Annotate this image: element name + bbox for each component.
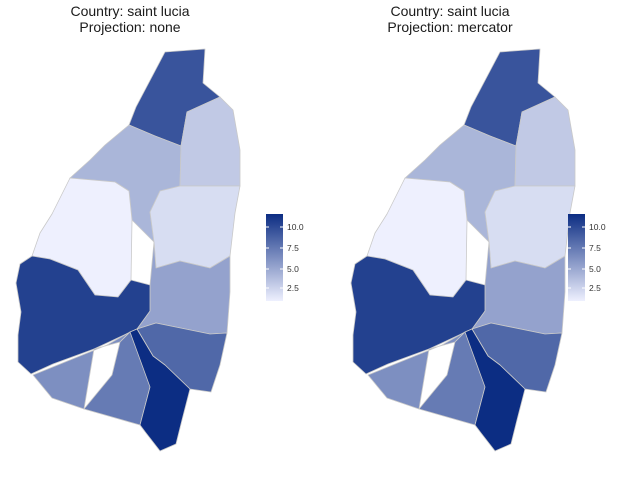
region-group (15, 48, 241, 452)
legend-tick-label: 10.0 (589, 222, 606, 232)
legend-colorbar (568, 214, 585, 301)
map-region (179, 96, 241, 187)
map-region (350, 255, 486, 375)
color-legend: 10.0 7.5 5.0 2.5 (568, 214, 628, 304)
map-saint-lucia (350, 48, 576, 452)
title-projection: Projection: mercator (387, 19, 513, 35)
legend-tick-label: 5.0 (287, 264, 299, 274)
legend-tick-label: 7.5 (589, 243, 601, 253)
legend-colorbar (266, 214, 283, 301)
map-region (15, 255, 151, 375)
map-region (149, 185, 241, 269)
title-country: Country: saint lucia (70, 3, 190, 19)
map-saint-lucia (15, 48, 241, 452)
legend-tick-label: 2.5 (589, 283, 601, 293)
title-projection: Projection: none (79, 19, 181, 35)
region-group (350, 48, 576, 452)
legend-tick-label: 7.5 (287, 243, 299, 253)
legend-tick-label: 2.5 (287, 283, 299, 293)
map-panel-none: Country: saint lucia Projection: none 10… (0, 3, 304, 452)
color-legend: 10.0 7.5 5.0 2.5 (266, 214, 326, 304)
map-region (129, 328, 191, 452)
title-country: Country: saint lucia (390, 3, 510, 19)
legend-tick-label: 5.0 (589, 264, 601, 274)
panel-title: Country: saint lucia Projection: mercato… (320, 3, 580, 35)
legend-tick-label: 10.0 (287, 222, 304, 232)
map-region (484, 185, 576, 269)
map-region (464, 328, 526, 452)
map-panel-mercator: Country: saint lucia Projection: mercato… (320, 0, 640, 480)
map-region (514, 96, 576, 187)
panel-title: Country: saint lucia Projection: none (0, 3, 260, 35)
